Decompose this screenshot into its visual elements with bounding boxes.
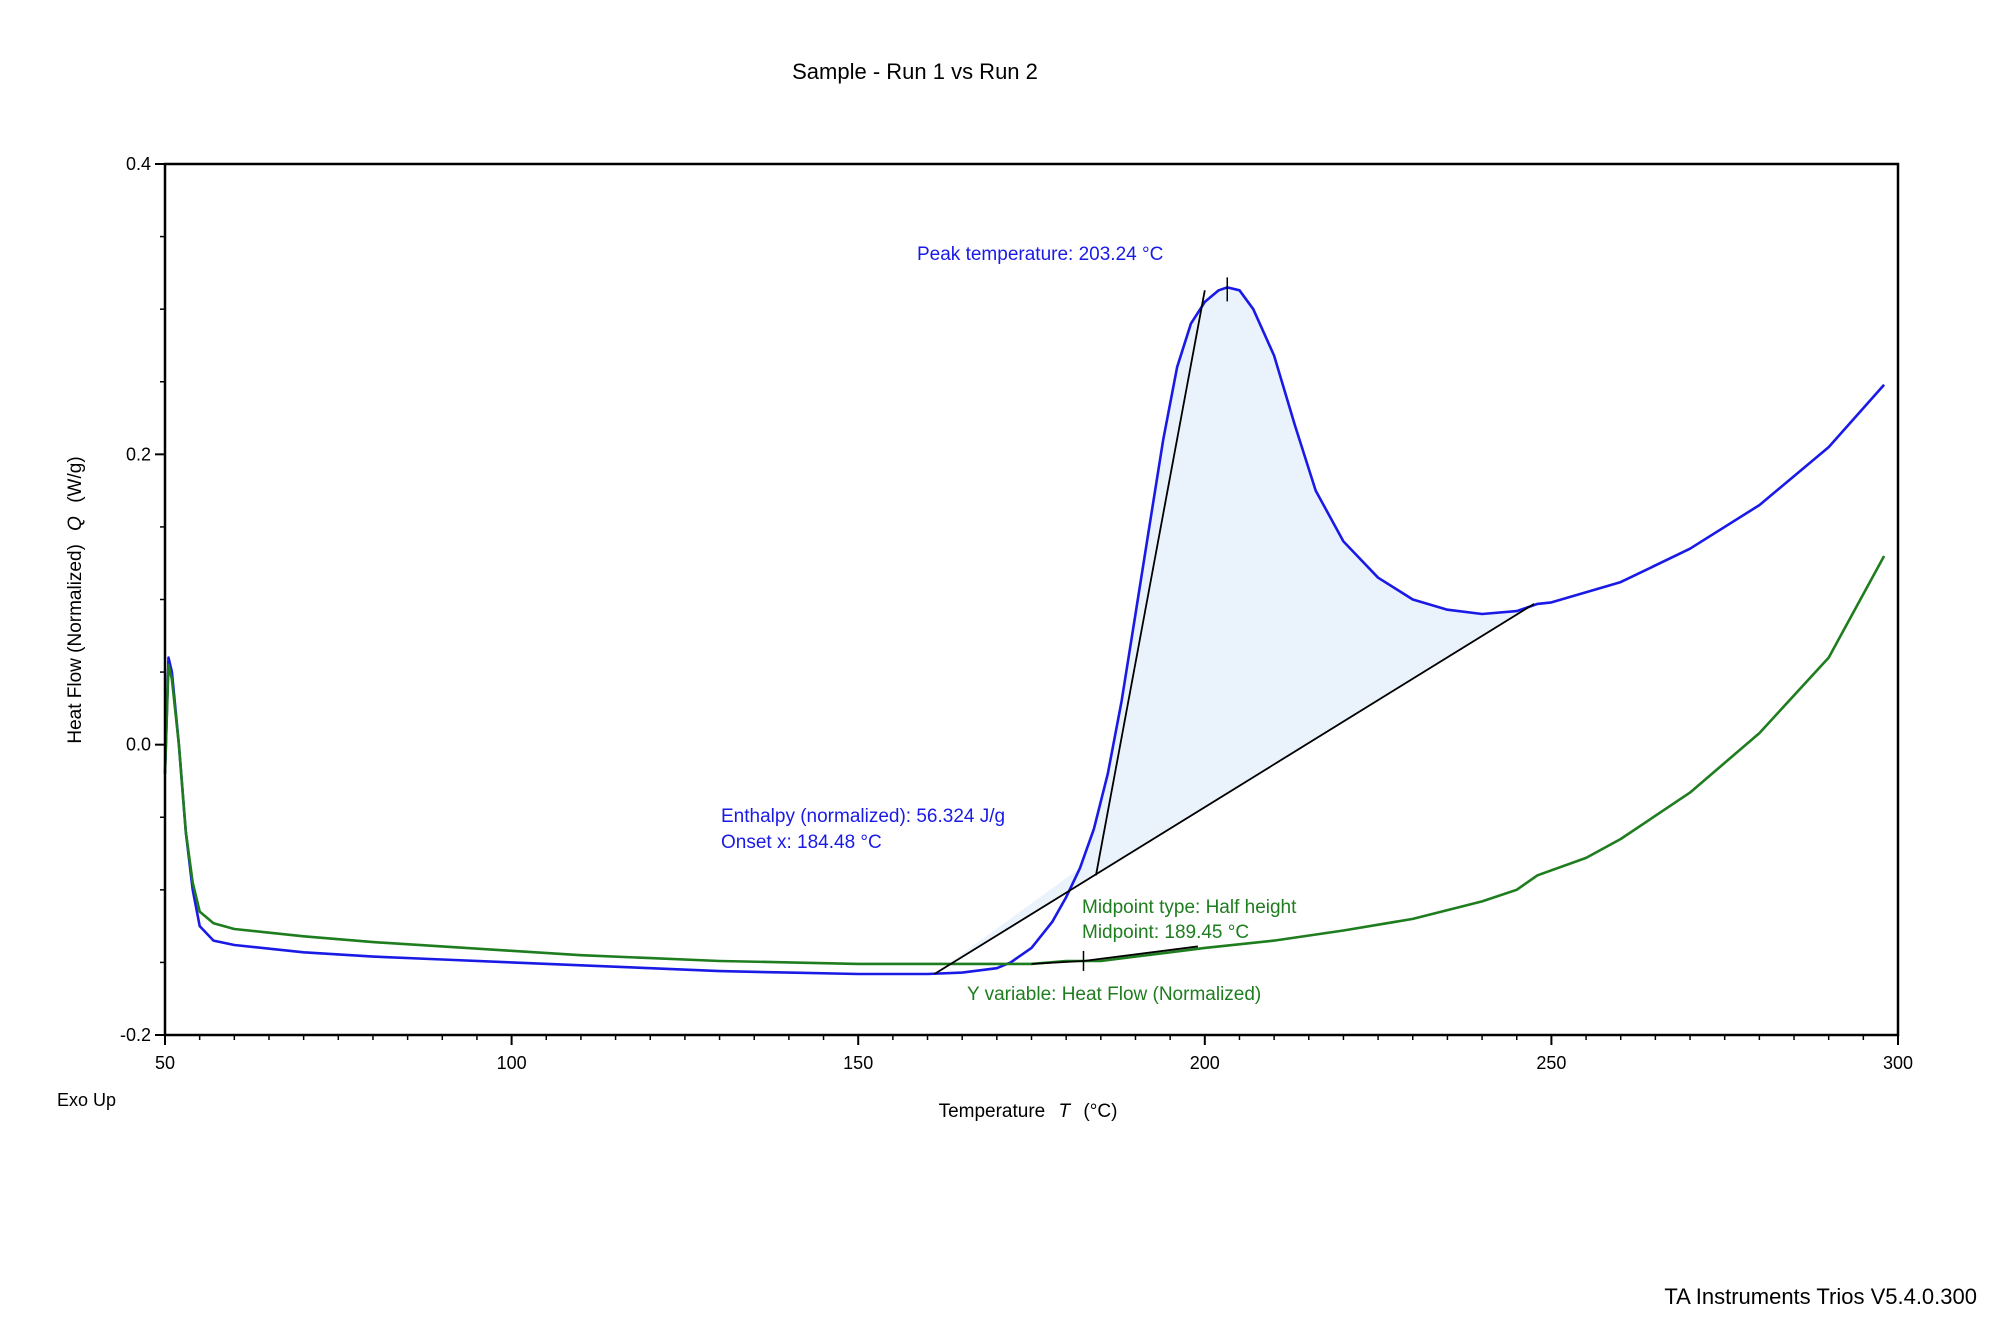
series-line-run1 [163, 286, 1886, 976]
x-axis-label-main: Temperature [939, 1101, 1046, 1122]
peak-temperature-annotation: Peak temperature: 203.24 °C [917, 244, 1163, 265]
construction-lines-layer [933, 277, 1535, 975]
y-tick-label-1: 0.0 [126, 735, 151, 755]
enthalpy-baseline [933, 603, 1535, 975]
chart-title: Sample - Run 1 vs Run 2 [792, 59, 1038, 84]
enthalpy-fill-layer [934, 287, 1535, 975]
enthalpy-area [934, 287, 1535, 975]
series-layer [163, 286, 1886, 976]
midpoint-annotation: Midpoint: 189.45 °C [1082, 922, 1249, 943]
x-tick-label-0: 50 [155, 1053, 175, 1073]
x-axis-label-unit: (°C) [1083, 1101, 1117, 1122]
x-tick-label-4: 250 [1536, 1053, 1566, 1073]
midpoint-type-annotation: Midpoint type: Half height [1082, 897, 1297, 918]
onset-tangent-line [1095, 290, 1206, 876]
x-tick-label-2: 150 [843, 1053, 873, 1073]
x-axis-label-var: T [1059, 1101, 1072, 1122]
midpoint-baseline-left [1031, 960, 1084, 965]
midpoint-baseline-right [1083, 945, 1198, 962]
x-tick-label-1: 100 [497, 1053, 527, 1073]
x-axis-label: Temperature T (°C) [939, 1101, 1118, 1122]
x-tick-label-5: 300 [1883, 1053, 1913, 1073]
software-footer: TA Instruments Trios V5.4.0.300 [1664, 1284, 1977, 1309]
axes-layer: 50 100 150 200 250 300 -0.2 0.0 0.2 0.4 [120, 154, 1913, 1073]
series-line-run2 [163, 555, 1886, 966]
y-tick-label-3: 0.4 [126, 154, 151, 174]
x-tick-label-3: 200 [1190, 1053, 1220, 1073]
enthalpy-annotation: Enthalpy (normalized): 56.324 J/g [721, 806, 1005, 827]
y-axis-label: Heat Flow (Normalized) Q (W/g) [65, 456, 86, 743]
exo-up-label: Exo Up [57, 1090, 116, 1110]
plot-frame [163, 162, 1900, 1037]
onset-annotation: Onset x: 184.48 °C [721, 832, 882, 853]
y-axis-label-main: Heat Flow (Normalized) [65, 544, 86, 744]
y-tick-label-0: -0.2 [120, 1025, 151, 1045]
y-tick-label-2: 0.2 [126, 444, 151, 464]
y-axis-label-unit: (W/g) [65, 456, 86, 502]
y-axis-label-var: Q [65, 516, 86, 531]
y-variable-annotation: Y variable: Heat Flow (Normalized) [967, 984, 1261, 1005]
